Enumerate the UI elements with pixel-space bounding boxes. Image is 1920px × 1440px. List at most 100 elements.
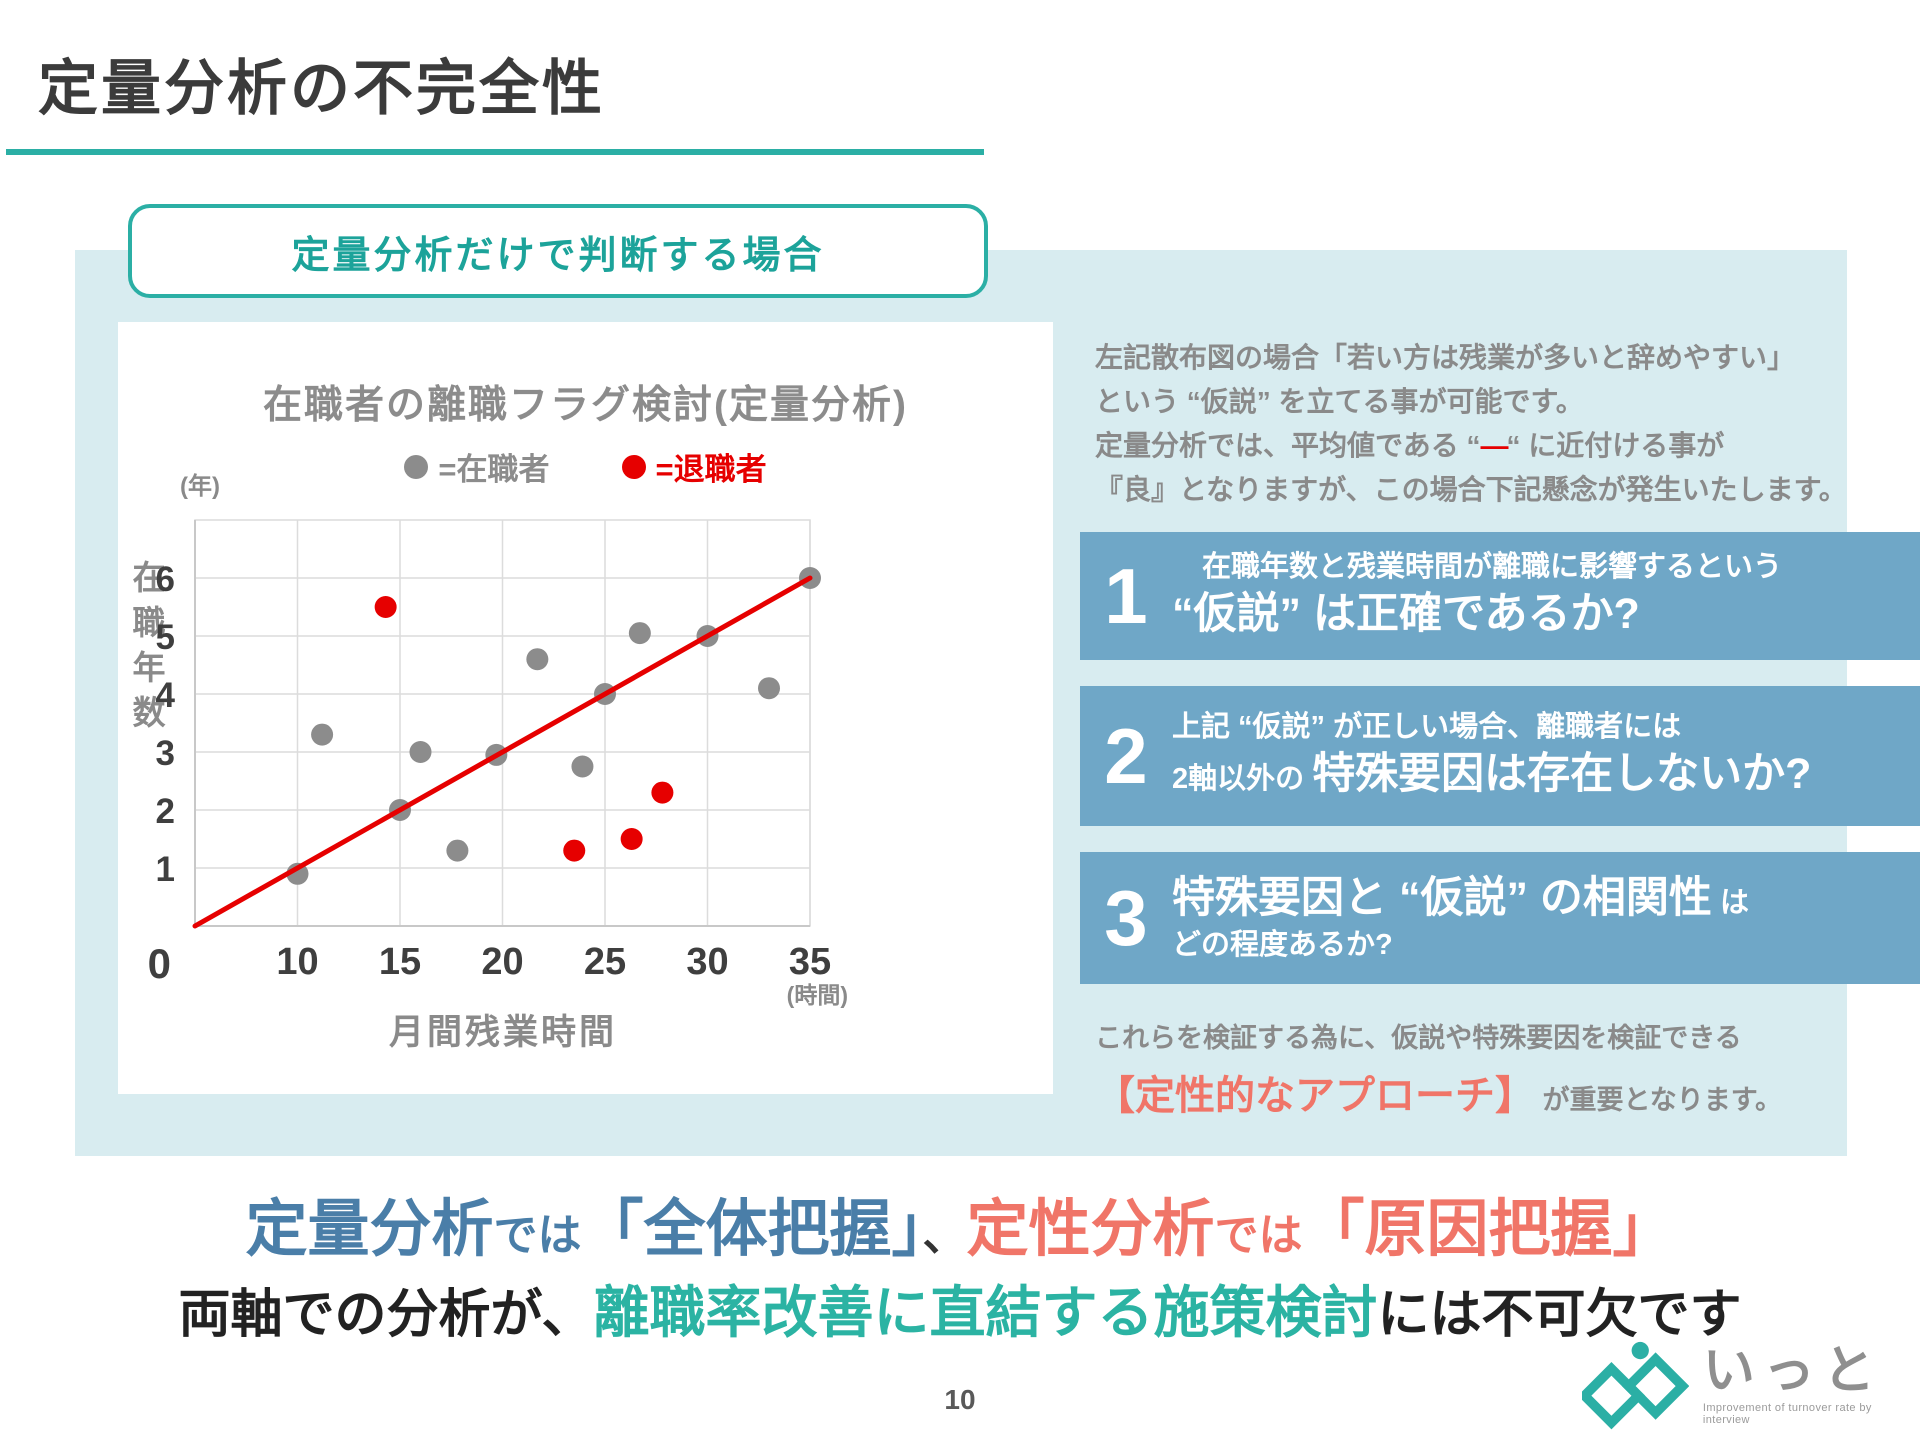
question-number: 2 xyxy=(1104,712,1148,800)
question-box-3: 3 特殊要因と “仮説” の相関性 はどの程度あるか? xyxy=(1080,852,1920,984)
data-point-在職者 xyxy=(409,741,432,763)
text-segment: 定量分析では、平均値である “ xyxy=(1095,430,1481,461)
intro-line: 『良』となりますが、この場合下記懸念が発生いたします。 xyxy=(1095,468,1855,512)
question-text: 特殊要因と “仮説” の相関性 はどの程度あるか? xyxy=(1172,871,1749,965)
x-tick-label: 25 xyxy=(584,941,626,983)
scatter-plot: 1 2 3 4 5 6 10 15 20 25 30 35 0 xyxy=(148,519,831,987)
data-point-退職者 xyxy=(620,828,643,850)
text-segment: は xyxy=(1711,887,1749,920)
legend-label: =退職者 xyxy=(655,452,767,487)
x-tick-label: 35 xyxy=(789,941,831,983)
legend-item: =在職者 xyxy=(404,444,550,489)
text-segment: “仮説” は正確であるか? xyxy=(1172,589,1640,638)
text-segment: 両軸での分析が、 xyxy=(178,1286,594,1344)
text-segment: が重要となります。 xyxy=(1535,1085,1783,1115)
text-segment: 左記散布図の場合「若い方は残業が多いと辞めやすい」 xyxy=(1095,342,1796,373)
text-segment: では xyxy=(493,1211,582,1260)
data-point-退職者 xyxy=(374,596,397,618)
question-number: 3 xyxy=(1104,874,1148,962)
data-point-在職者 xyxy=(526,648,549,671)
page-title: 定量分析の不完全性 xyxy=(38,55,605,122)
y-tick-label: 1 xyxy=(156,850,175,889)
y-tick-label: 6 xyxy=(156,560,175,599)
data-point-在職者 xyxy=(628,622,651,645)
x-tick-label: 20 xyxy=(481,941,523,983)
summary-line-1: 定量分析では「全体把握」、定性分析では「原因把握」 xyxy=(0,1178,1920,1268)
text-segment: 在職年数と残業時間が離職に影響するという xyxy=(1202,551,1783,584)
summary-line-2: 両軸での分析が、離職率改善に直結する施策検討には不可欠です xyxy=(0,1268,1920,1349)
question-text: 在職年数と残業時間が離職に影響するという “仮説” は正確であるか? xyxy=(1172,549,1782,643)
y-axis-title: 在職年数 xyxy=(128,560,165,740)
question-line: 在職年数と残業時間が離職に影響するという xyxy=(1172,549,1782,587)
question-line: 上記 “仮説” が正しい場合、離職者には xyxy=(1172,709,1811,747)
y-tick-label: 5 xyxy=(156,618,175,657)
intro-line: 左記散布図の場合「若い方は残業が多いと辞めやすい」 xyxy=(1095,336,1855,380)
text-segment: 「原因把握」 xyxy=(1302,1195,1675,1264)
question-number: 1 xyxy=(1104,552,1148,640)
legend-item: =退職者 xyxy=(621,444,767,489)
question-line: どの程度あるか? xyxy=(1172,927,1749,965)
text-segment: 定量分析 xyxy=(245,1195,494,1264)
question-text: 上記 “仮説” が正しい場合、離職者には 2軸以外の 特殊要因は存在しないか? xyxy=(1172,709,1811,803)
text-segment: どの程度あるか? xyxy=(1172,929,1393,962)
text-segment: 「全体把握」 xyxy=(581,1195,923,1264)
text-segment: では xyxy=(1214,1211,1303,1260)
itto-logo-mark xyxy=(1582,1341,1689,1430)
title-underline xyxy=(6,149,984,155)
y-axis-unit: (年) xyxy=(180,473,220,500)
case-label: 定量分析だけで判断する場合 xyxy=(291,234,825,277)
legend-dot-icon xyxy=(621,454,646,479)
text-segment: “ に近付ける事が xyxy=(1506,430,1725,461)
origin-label: 0 xyxy=(148,940,171,987)
text-segment: 上記 “仮説” が正しい場合、離職者には xyxy=(1172,711,1682,744)
conclusion-note: これらを検証する為に、仮説や特殊要因を検証できる 【定性的なアプローチ】 が重要… xyxy=(1095,1016,1875,1121)
chart-title: 在職者の離職フラグ検討(定量分析) xyxy=(263,384,908,427)
question-line: 2軸以外の 特殊要因は存在しないか? xyxy=(1172,747,1811,803)
company-logo: いっと Improvement of turnover rate by inte… xyxy=(1582,1340,1920,1436)
x-tick-label: 30 xyxy=(686,941,728,983)
page-number: 10 xyxy=(944,1384,976,1415)
case-label-box: 定量分析だけで判断する場合 xyxy=(128,204,988,298)
chart-card: 在職者の離職フラグ検討(定量分析) =在職者 =退職者 (年) 在職年数 1 2 3 4… xyxy=(118,322,1053,1094)
x-axis-unit: (時間) xyxy=(786,982,848,1008)
text-segment: 定性分析 xyxy=(966,1195,1215,1264)
data-point-在職者 xyxy=(758,677,780,700)
legend-dot-icon xyxy=(404,454,429,479)
y-tick-label: 3 xyxy=(156,734,175,773)
intro-line: という “仮説” を立てる事が可能です。 xyxy=(1095,380,1855,424)
y-tick-label: 2 xyxy=(156,792,175,831)
question-box-2: 2 上記 “仮説” が正しい場合、離職者には 2軸以外の 特殊要因は存在しないか? xyxy=(1080,686,1920,826)
data-point-在職者 xyxy=(311,723,334,746)
question-line: 特殊要因と “仮説” の相関性 は xyxy=(1172,871,1749,927)
chart-legend: =在職者 =退職者 xyxy=(118,444,1053,489)
data-point-在職者 xyxy=(446,839,469,862)
logo-tagline: Improvement of turnover rate by intervie… xyxy=(1702,1402,1872,1427)
intro-line: 定量分析では、平均値である “—“ に近付ける事が xyxy=(1095,424,1855,468)
legend-label: =在職者 xyxy=(438,452,550,487)
data-point-在職者 xyxy=(571,755,594,778)
text-segment: 特殊要因と “仮説” の相関性 xyxy=(1172,874,1712,923)
text-segment: 離職率改善に直結する施策検討 xyxy=(593,1281,1378,1344)
question-boxes: 1 在職年数と残業時間が離職に影響するという “仮説” は正確であるか? 2 上記 “仮… xyxy=(1080,532,1920,984)
average-trend-line xyxy=(192,575,813,929)
text-segment: 【定性的なアプローチ】 xyxy=(1095,1074,1535,1118)
text-segment: これらを検証する為に、仮説や特殊要因を検証できる xyxy=(1095,1023,1742,1053)
conclusion-line: 【定性的なアプローチ】 が重要となります。 xyxy=(1095,1063,1875,1121)
conclusion-line: これらを検証する為に、仮説や特殊要因を検証できる xyxy=(1095,1016,1875,1055)
text-segment: という “仮説” を立てる事が可能です。 xyxy=(1095,386,1584,417)
x-tick-label: 15 xyxy=(379,941,421,983)
text-segment: には不可欠です xyxy=(1377,1286,1742,1344)
text-segment: 『良』となりますが、この場合下記懸念が発生いたします。 xyxy=(1095,474,1847,505)
data-point-退職者 xyxy=(563,839,586,862)
text-segment: — xyxy=(1480,430,1509,461)
y-tick-label: 4 xyxy=(156,676,176,715)
data-point-退職者 xyxy=(651,781,674,804)
x-axis-title: 月間残業時間 xyxy=(388,1013,617,1052)
x-tick-label: 10 xyxy=(276,941,318,983)
logo-wordmark: いっと xyxy=(1702,1342,1883,1400)
hypothesis-intro-text: 左記散布図の場合「若い方は残業が多いと辞めやすい」 という “仮説” を立てる事… xyxy=(1095,336,1855,512)
text-segment: 特殊要因は存在しないか? xyxy=(1312,749,1812,798)
question-line: “仮説” は正確であるか? xyxy=(1172,587,1782,643)
text-segment: 2軸以外の xyxy=(1172,762,1313,795)
